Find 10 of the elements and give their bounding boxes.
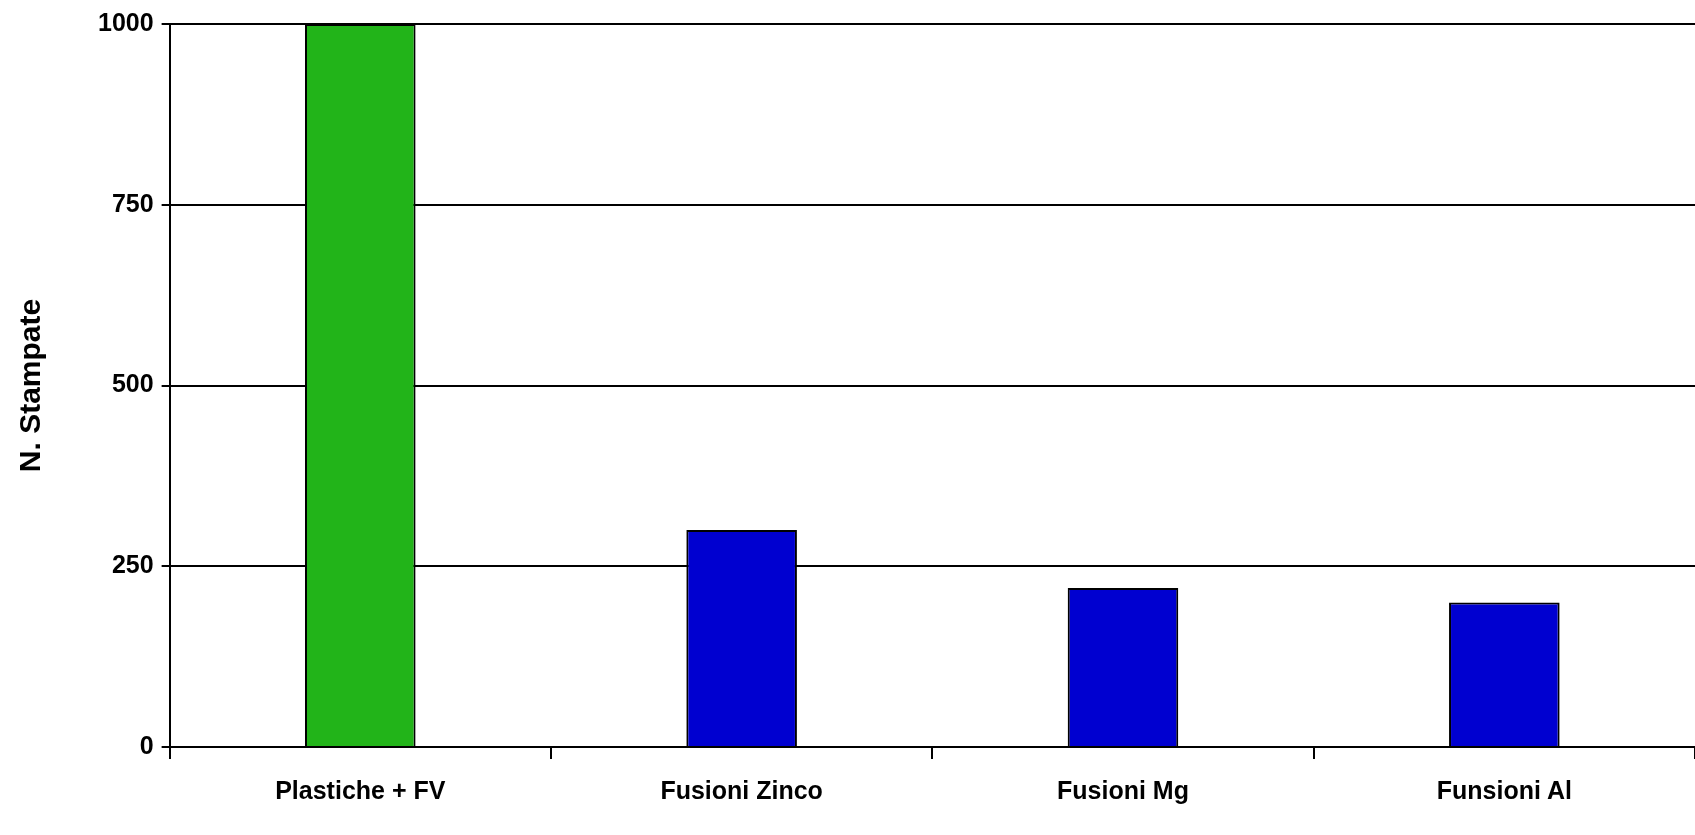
- x-tick-label: Fusioni Mg: [1057, 775, 1189, 804]
- y-tick-label: 0: [139, 730, 154, 759]
- y-tick-label: 250: [111, 550, 154, 579]
- y-axis-title: N. Stampate: [13, 298, 47, 473]
- x-tick-label: Funsioni Al: [1436, 775, 1572, 804]
- x-tick-label: Fusioni Zinco: [660, 775, 823, 804]
- y-tick-label: 750: [111, 188, 154, 217]
- y-tick-label: 500: [111, 369, 154, 398]
- x-tick-label: Plastiche + FV: [275, 775, 446, 804]
- y-tick-label: 1000: [97, 7, 154, 36]
